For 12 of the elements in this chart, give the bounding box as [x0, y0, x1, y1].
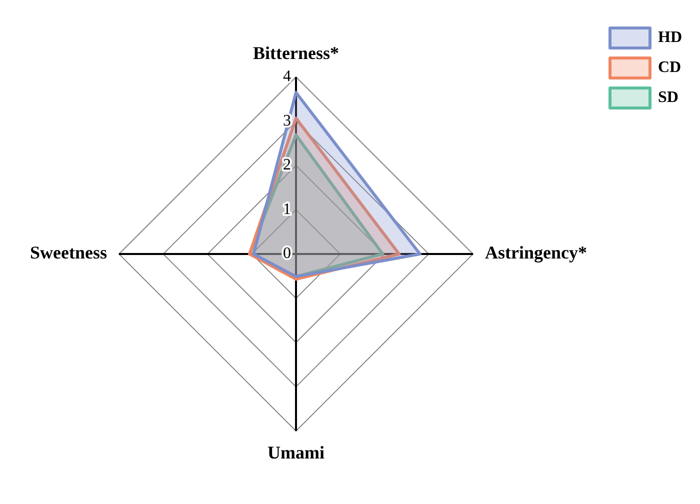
y-tick-label: 4	[283, 68, 291, 86]
legend-label: CD	[658, 59, 682, 76]
y-tick-label: 0	[283, 245, 291, 262]
y-tick-label: 1	[283, 200, 291, 218]
y-tick-label: 2	[283, 156, 291, 174]
spoke-label: Umami	[268, 442, 324, 462]
legend-label: HD	[658, 29, 682, 46]
spoke-label: Sweetness	[30, 242, 107, 263]
spoke-label: Astringency*	[485, 242, 588, 263]
legend-label: SD	[658, 89, 678, 106]
y-tick-label: 3	[283, 112, 291, 130]
spoke-label: Bitterness*	[253, 42, 339, 63]
